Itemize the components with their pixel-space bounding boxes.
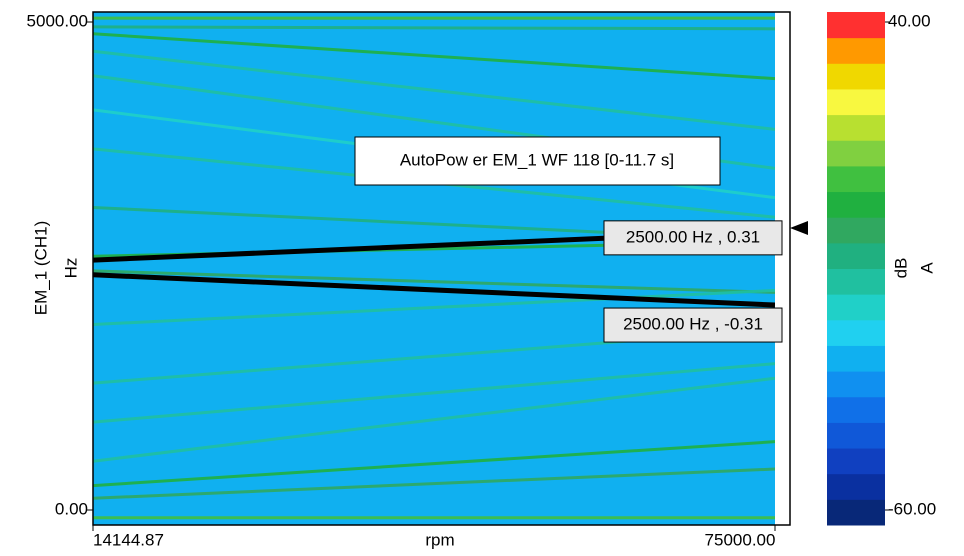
cursor-label: 2500.00 Hz , -0.31	[623, 315, 763, 334]
colorbar-unit: A	[917, 262, 936, 274]
order-line	[93, 288, 775, 327]
background-level	[93, 12, 775, 525]
colorbar-band	[827, 165, 885, 193]
cursor-line	[93, 272, 775, 308]
colorbar-band	[827, 396, 885, 423]
title-box	[354, 136, 721, 186]
cursor-label: 2500.00 Hz , 0.31	[626, 227, 760, 246]
colorbar-band	[827, 268, 885, 295]
x-axis-label: rpm	[425, 530, 454, 549]
order-line	[93, 49, 775, 131]
colorbar-band	[827, 63, 885, 90]
order-line	[93, 362, 775, 424]
order-line	[93, 376, 775, 463]
colorbar-band	[827, 448, 885, 475]
order-line	[93, 467, 775, 500]
cursor-label-box	[603, 220, 783, 256]
orders	[93, 16, 775, 520]
colorbar-band	[827, 217, 885, 244]
colorbar-band	[827, 140, 885, 167]
colorbar-tick-label: 40.00	[888, 11, 931, 30]
plot-frame	[92, 11, 791, 526]
y-tick-label: 5000.00	[27, 11, 88, 30]
colorbar-tick-label: -60.00	[888, 499, 936, 518]
y-axis-unit: Hz	[61, 258, 80, 279]
colorbar-band	[827, 422, 885, 449]
colorbar-band	[827, 37, 885, 64]
y-tick-label: 0.00	[55, 499, 88, 518]
order-line	[93, 32, 775, 81]
colorbar-band	[827, 371, 885, 398]
colorbar-band	[827, 114, 885, 141]
cursor-marker	[790, 221, 808, 235]
y-axis-label: EM_1 (CH1)	[31, 221, 50, 315]
colorbar-band	[827, 294, 885, 321]
order-line	[93, 440, 775, 488]
colorbar-band	[827, 12, 885, 39]
colorbar-band	[827, 499, 885, 526]
x-tick-label: 75000.00	[705, 530, 776, 549]
order-line	[93, 269, 775, 294]
order-line	[93, 25, 775, 31]
x-tick-label: 14144.87	[93, 530, 164, 549]
colorbar-band	[827, 319, 885, 346]
colorbar-label: dB	[891, 258, 910, 279]
colorbar-band	[827, 191, 885, 218]
colorbar-band	[827, 473, 885, 500]
colorbar-band	[827, 345, 885, 372]
colorbar-band	[827, 242, 885, 269]
colorbar-band	[827, 88, 885, 116]
cursor-label-box	[603, 307, 783, 343]
chart-title: AutoPow er EM_1 WF 118 [0-11.7 s]	[400, 150, 674, 169]
